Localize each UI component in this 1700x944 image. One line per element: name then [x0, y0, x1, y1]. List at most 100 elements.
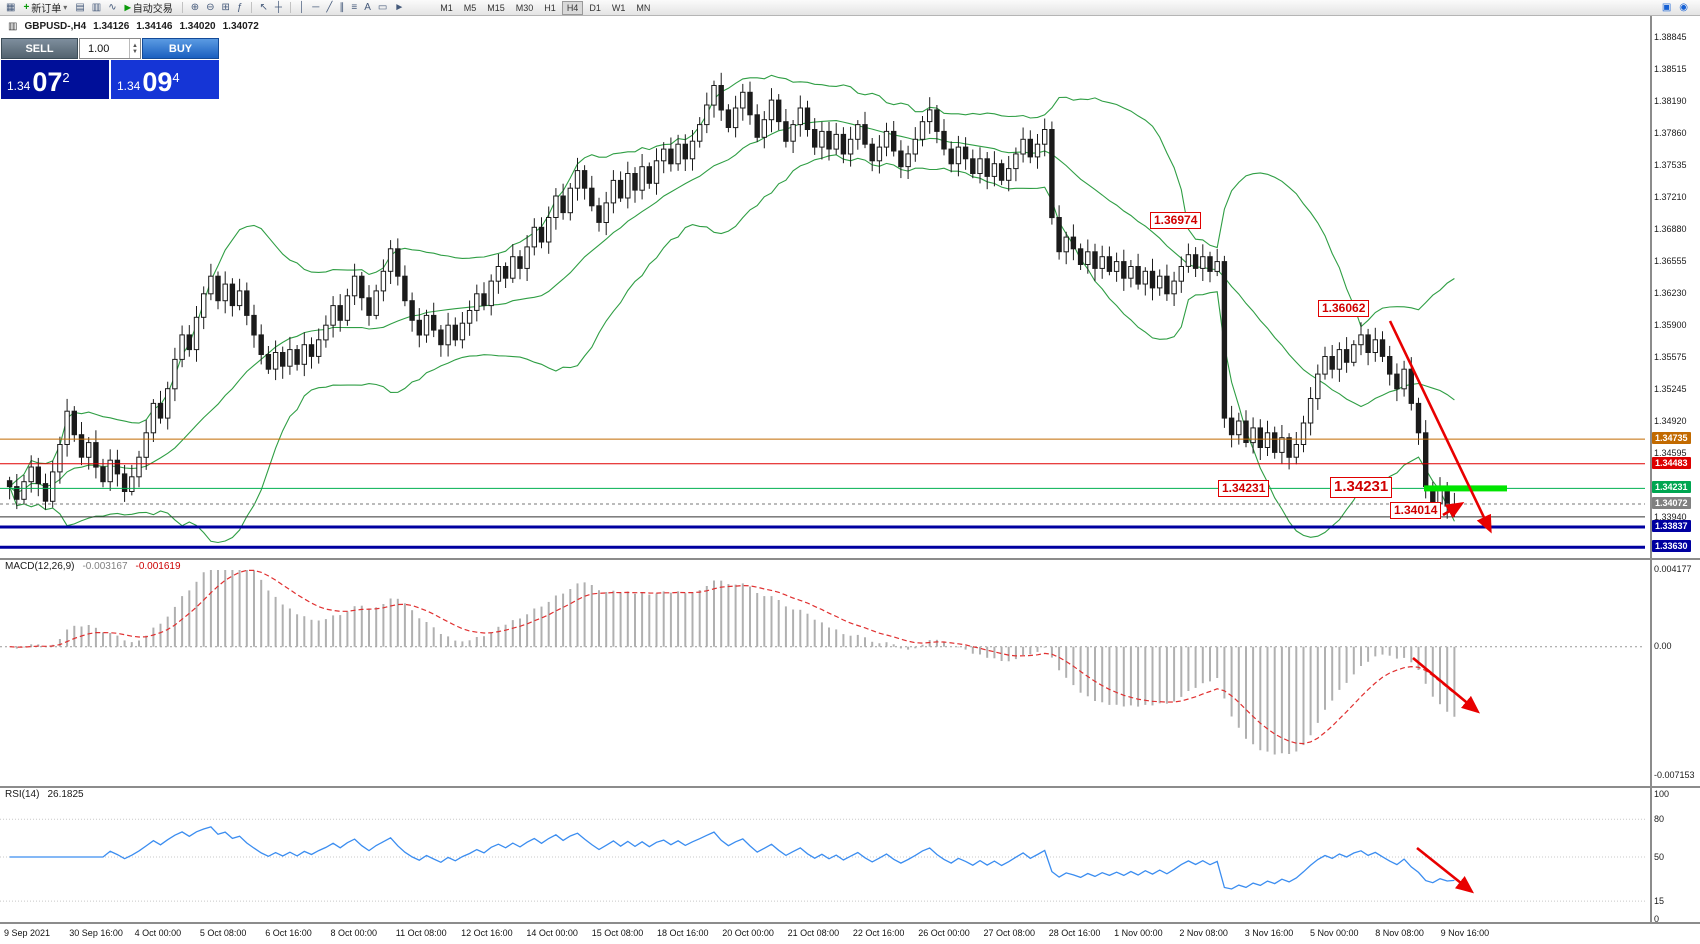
chart-ohlc-header: ▥ GBPUSD-,H4 1.34126 1.34146 1.34020 1.3… [8, 21, 259, 32]
chart-window-icon[interactable]: ▦ [6, 1, 16, 13]
volume-value: 1.00 [88, 42, 110, 55]
buy-button[interactable]: BUY [142, 38, 219, 59]
sell-price-panel[interactable]: 1.34 07 2 [1, 60, 109, 99]
sell-price-sup: 2 [62, 70, 70, 85]
toolbar-separator [289, 2, 291, 13]
time-axis-label: 9 Sep 2021 [4, 928, 51, 938]
price-axis-label: 1.34595 [1654, 447, 1687, 458]
horizontal-lines[interactable] [0, 438, 1645, 549]
timeframe-M5[interactable]: M5 [463, 2, 477, 13]
sell-price-small: 1.34 [7, 79, 31, 93]
horizontal-line-icon[interactable]: ─ [312, 1, 320, 13]
time-axis-label: 26 Oct 00:00 [918, 928, 970, 938]
time-axis-label: 27 Oct 08:00 [983, 928, 1036, 938]
toolbar-separator [250, 2, 252, 13]
trendline-icon[interactable]: ╱ [326, 1, 333, 13]
new-order-button[interactable]: + 新订单 ▾ [20, 0, 70, 15]
candlestick-chart-icon[interactable]: ▥ [91, 1, 102, 13]
time-axis-label: 5 Nov 00:00 [1310, 928, 1359, 938]
timeframe-M1[interactable]: M1 [440, 2, 453, 13]
timeframe-D1[interactable]: D1 [589, 2, 601, 13]
vertical-line-icon[interactable]: │ [298, 1, 306, 13]
price-axis-badge: 1.34735 [1652, 432, 1691, 445]
symbol-chart-icon: ▥ [8, 21, 18, 32]
timeframe-MN[interactable]: MN [636, 2, 651, 13]
price-axis-badge: 1.34483 [1652, 456, 1691, 469]
play-icon: ▶ [124, 3, 131, 12]
community-icon[interactable]: ◉ [1679, 1, 1688, 13]
trend-arrows[interactable] [1388, 320, 1492, 894]
timeframe-M30[interactable]: M30 [515, 2, 534, 13]
price-axis-label: 1.35245 [1654, 384, 1687, 395]
indicators-icon[interactable]: ƒ [236, 1, 243, 13]
macd-signal-value: -0.001619 [135, 561, 181, 572]
toolbar-right-group: ▣ ◉ [1660, 1, 1690, 15]
panel-separator[interactable] [0, 786, 1700, 788]
price-axis-label: 1.36555 [1654, 256, 1687, 267]
timeframe-M15[interactable]: M15 [487, 2, 505, 13]
price-axis-label: 1.37210 [1654, 191, 1687, 202]
buy-price-sup: 4 [172, 70, 180, 85]
price-axis-label: 1.35900 [1654, 320, 1687, 331]
candles [6, 72, 1458, 519]
high-value: 1.34146 [136, 21, 173, 32]
buy-price-small: 1.34 [117, 79, 141, 93]
price-axis-label: 1.36230 [1654, 287, 1687, 298]
zoom-in-icon[interactable]: ⊕ [190, 1, 200, 13]
time-axis-label: 15 Oct 08:00 [591, 928, 644, 938]
price-axis-badge: 1.33837 [1652, 519, 1691, 532]
time-axis-label: 3 Nov 16:00 [1244, 928, 1294, 938]
time-axis-label: 4 Oct 00:00 [134, 928, 182, 938]
price-axis[interactable]: 0.004177 0.00 -0.007153 1.38845 1.38515 1.… [1652, 0, 1700, 944]
price-axis-label: 1.35575 [1654, 351, 1687, 362]
cursor-icon[interactable]: ↖ [259, 1, 268, 13]
panel-separator[interactable] [0, 558, 1700, 560]
text-icon[interactable]: A [364, 1, 371, 13]
low-value: 1.34020 [179, 21, 216, 32]
time-axis-label: 20 Oct 00:00 [722, 928, 774, 938]
zoom-out-icon[interactable]: ⊖ [206, 1, 215, 13]
rsi-label: RSI(14) [5, 789, 40, 800]
macd-label-row: MACD(12,26,9) -0.003167 -0.001619 [5, 561, 181, 572]
toolbar: ▦ + 新订单 ▾ ▤ ▥ ∿ ▶ 自动交易 ⊕ ⊖ ⊞ ƒ ↖ ┼ │ ─ ╱… [0, 0, 1700, 16]
stepper-down-icon[interactable]: ▼ [132, 48, 138, 55]
price-axis-badge: 1.34072 [1652, 496, 1691, 509]
panel-separator [0, 922, 1700, 924]
auto-trading-button[interactable]: ▶ 自动交易 [122, 0, 176, 15]
stepper-up-icon[interactable]: ▲ [132, 42, 138, 49]
symbol-label: GBPUSD-,H4 [24, 21, 87, 32]
rsi-value: 26.1825 [47, 789, 84, 800]
bar-chart-icon[interactable]: ▤ [75, 1, 85, 13]
axis-separator [1650, 16, 1652, 922]
timeframe-H1[interactable]: H1 [544, 2, 556, 13]
price-axis-label: 1.36880 [1654, 224, 1687, 235]
arrow-tool-icon[interactable]: ► [394, 1, 405, 13]
time-axis-label: 18 Oct 16:00 [657, 928, 709, 938]
time-axis-label: 8 Oct 00:00 [330, 928, 378, 938]
rsi-axis-label: 80 [1654, 814, 1665, 825]
crosshair-icon[interactable]: ┼ [274, 1, 282, 13]
rsi-label-row: RSI(14) 26.1825 [5, 789, 84, 800]
close-value: 1.34072 [222, 21, 259, 32]
timeframe-W1[interactable]: W1 [611, 2, 626, 13]
chat-icon[interactable]: ▣ [1661, 1, 1672, 13]
buy-price-panel[interactable]: 1.34 09 4 [111, 60, 219, 99]
support-highlight-bar[interactable] [1424, 485, 1507, 492]
fibonacci-icon[interactable]: ≡ [351, 1, 358, 13]
time-axis[interactable]: 9 Sep 2021 30 Sep 16:00 4 Oct 00:00 5 Oct 0… [0, 924, 1700, 944]
time-axis-label: 12 Oct 16:00 [461, 928, 513, 938]
price-axis-label: 1.33940 [1654, 511, 1687, 522]
sell-button[interactable]: SELL [1, 38, 78, 59]
label-icon[interactable]: ▭ [377, 1, 388, 13]
one-click-trading-widget: SELL 1.00 ▲ ▼ BUY 1.34 07 2 1.34 09 4 [1, 38, 219, 99]
macd-axis-label: -0.007153 [1654, 770, 1695, 780]
channel-icon[interactable]: ∥ [339, 1, 345, 13]
timeframe-H4[interactable]: H4 [561, 0, 584, 15]
time-axis-label: 14 Oct 00:00 [526, 928, 578, 938]
volume-input[interactable]: 1.00 ▲ ▼ [79, 38, 141, 59]
tile-windows-icon[interactable]: ⊞ [221, 1, 230, 13]
line-chart-icon[interactable]: ∿ [108, 1, 117, 13]
volume-stepper[interactable]: ▲ ▼ [129, 39, 140, 58]
price-axis-label: 1.38515 [1654, 64, 1687, 75]
